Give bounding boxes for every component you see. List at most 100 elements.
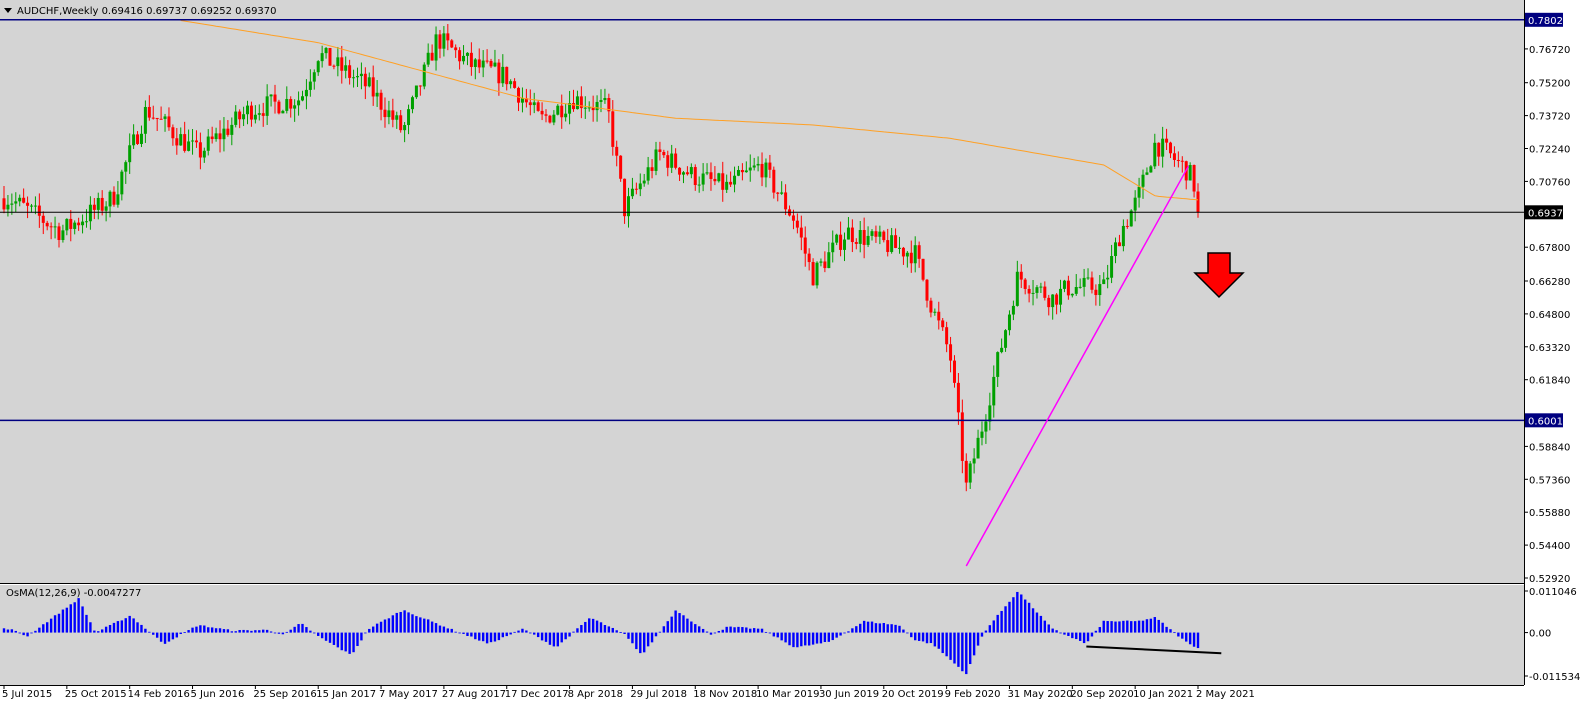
candle — [33, 196, 37, 215]
candle — [497, 59, 501, 96]
main-chart-area[interactable] — [0, 0, 1524, 583]
candle — [1062, 279, 1066, 293]
candle-body — [69, 218, 73, 229]
candle — [18, 194, 22, 207]
osma-bar — [152, 632, 155, 635]
osma-bar — [619, 632, 622, 633]
candle-body — [780, 192, 784, 194]
candle-body — [1004, 330, 1008, 348]
candle-body — [823, 261, 827, 269]
osma-bar — [301, 623, 304, 633]
osma-bar — [646, 632, 650, 647]
candle — [717, 172, 721, 183]
candle-body — [733, 175, 737, 185]
osma-bar — [167, 632, 171, 642]
candle — [2, 186, 6, 214]
candle-body — [442, 33, 446, 49]
candle — [14, 192, 18, 213]
osma-bar — [607, 626, 611, 633]
candle-body — [340, 57, 344, 71]
osma-bar — [874, 623, 878, 633]
candle — [77, 217, 81, 231]
candle — [61, 224, 65, 243]
osma-bar — [599, 622, 603, 633]
candle-body — [1137, 186, 1141, 198]
osma-bar — [340, 632, 343, 651]
osma-bar — [1165, 626, 1168, 633]
triangle-down-icon[interactable] — [4, 8, 12, 13]
osma-bar — [627, 632, 630, 639]
candle — [308, 69, 312, 97]
osma-bar — [1169, 629, 1172, 633]
price-tick-label: 0.61840 — [1529, 376, 1570, 387]
osma-bar — [238, 629, 241, 633]
osma-bar — [1126, 620, 1129, 633]
candle-body — [831, 242, 835, 253]
osma-panel-area[interactable] — [0, 585, 1524, 685]
candle-body — [705, 172, 709, 174]
candle — [442, 26, 446, 57]
candle — [1055, 293, 1059, 315]
time-tick-label: 15 Jan 2017 — [316, 689, 376, 700]
osma-bar — [859, 623, 862, 633]
candle — [167, 107, 171, 131]
divergence-trendline[interactable] — [1086, 645, 1222, 655]
candle-body — [509, 81, 513, 85]
osma-bar — [843, 632, 846, 634]
candle — [1086, 268, 1090, 280]
osma-bar — [804, 632, 807, 646]
candle — [304, 79, 308, 110]
candle-body — [1070, 293, 1074, 296]
candle — [261, 102, 265, 127]
candle-body — [874, 231, 878, 237]
candle — [218, 120, 222, 153]
candle — [214, 127, 218, 142]
osma-bar — [242, 629, 245, 633]
candle-body — [846, 227, 850, 240]
osma-bar — [635, 632, 638, 650]
candle — [638, 173, 642, 197]
trendline[interactable] — [965, 165, 1190, 567]
price-tick-label: 0.67800 — [1529, 243, 1570, 254]
candle-body — [33, 205, 37, 207]
candle — [1149, 165, 1153, 173]
candle-body — [615, 146, 619, 156]
candle-body — [1031, 292, 1035, 294]
candle-body — [485, 60, 489, 62]
osma-bar — [564, 632, 567, 640]
osma-bar — [485, 632, 489, 644]
osma-bar — [258, 630, 261, 633]
candle — [139, 125, 143, 148]
candle-body — [819, 261, 823, 263]
candle — [748, 154, 752, 182]
candle-body — [964, 460, 968, 483]
osma-bar — [226, 629, 230, 633]
osma-bar — [666, 621, 669, 633]
candle — [984, 414, 988, 444]
candle — [336, 46, 340, 77]
osma-bar — [745, 627, 748, 633]
sell-arrow-shape[interactable] — [1193, 252, 1245, 299]
candle-body — [988, 405, 992, 422]
osma-bar — [407, 612, 410, 633]
candle-body — [183, 134, 187, 151]
osma-bar — [415, 616, 418, 633]
candle — [968, 461, 972, 489]
candle — [960, 399, 964, 474]
candle — [132, 124, 136, 149]
candle-body — [1035, 287, 1039, 293]
osma-bar — [835, 632, 838, 638]
candle-body — [1169, 142, 1173, 154]
candle — [1125, 219, 1129, 229]
candle — [1114, 237, 1118, 264]
osma-bar — [324, 632, 328, 641]
candle-body — [151, 117, 155, 119]
osma-bar — [957, 632, 960, 667]
osma-bar — [497, 632, 501, 641]
osma-bar — [772, 632, 776, 637]
candle — [1169, 141, 1173, 159]
osma-bar — [262, 629, 265, 633]
candle-body — [454, 47, 458, 51]
candle-body — [171, 127, 175, 139]
candle — [556, 104, 560, 116]
